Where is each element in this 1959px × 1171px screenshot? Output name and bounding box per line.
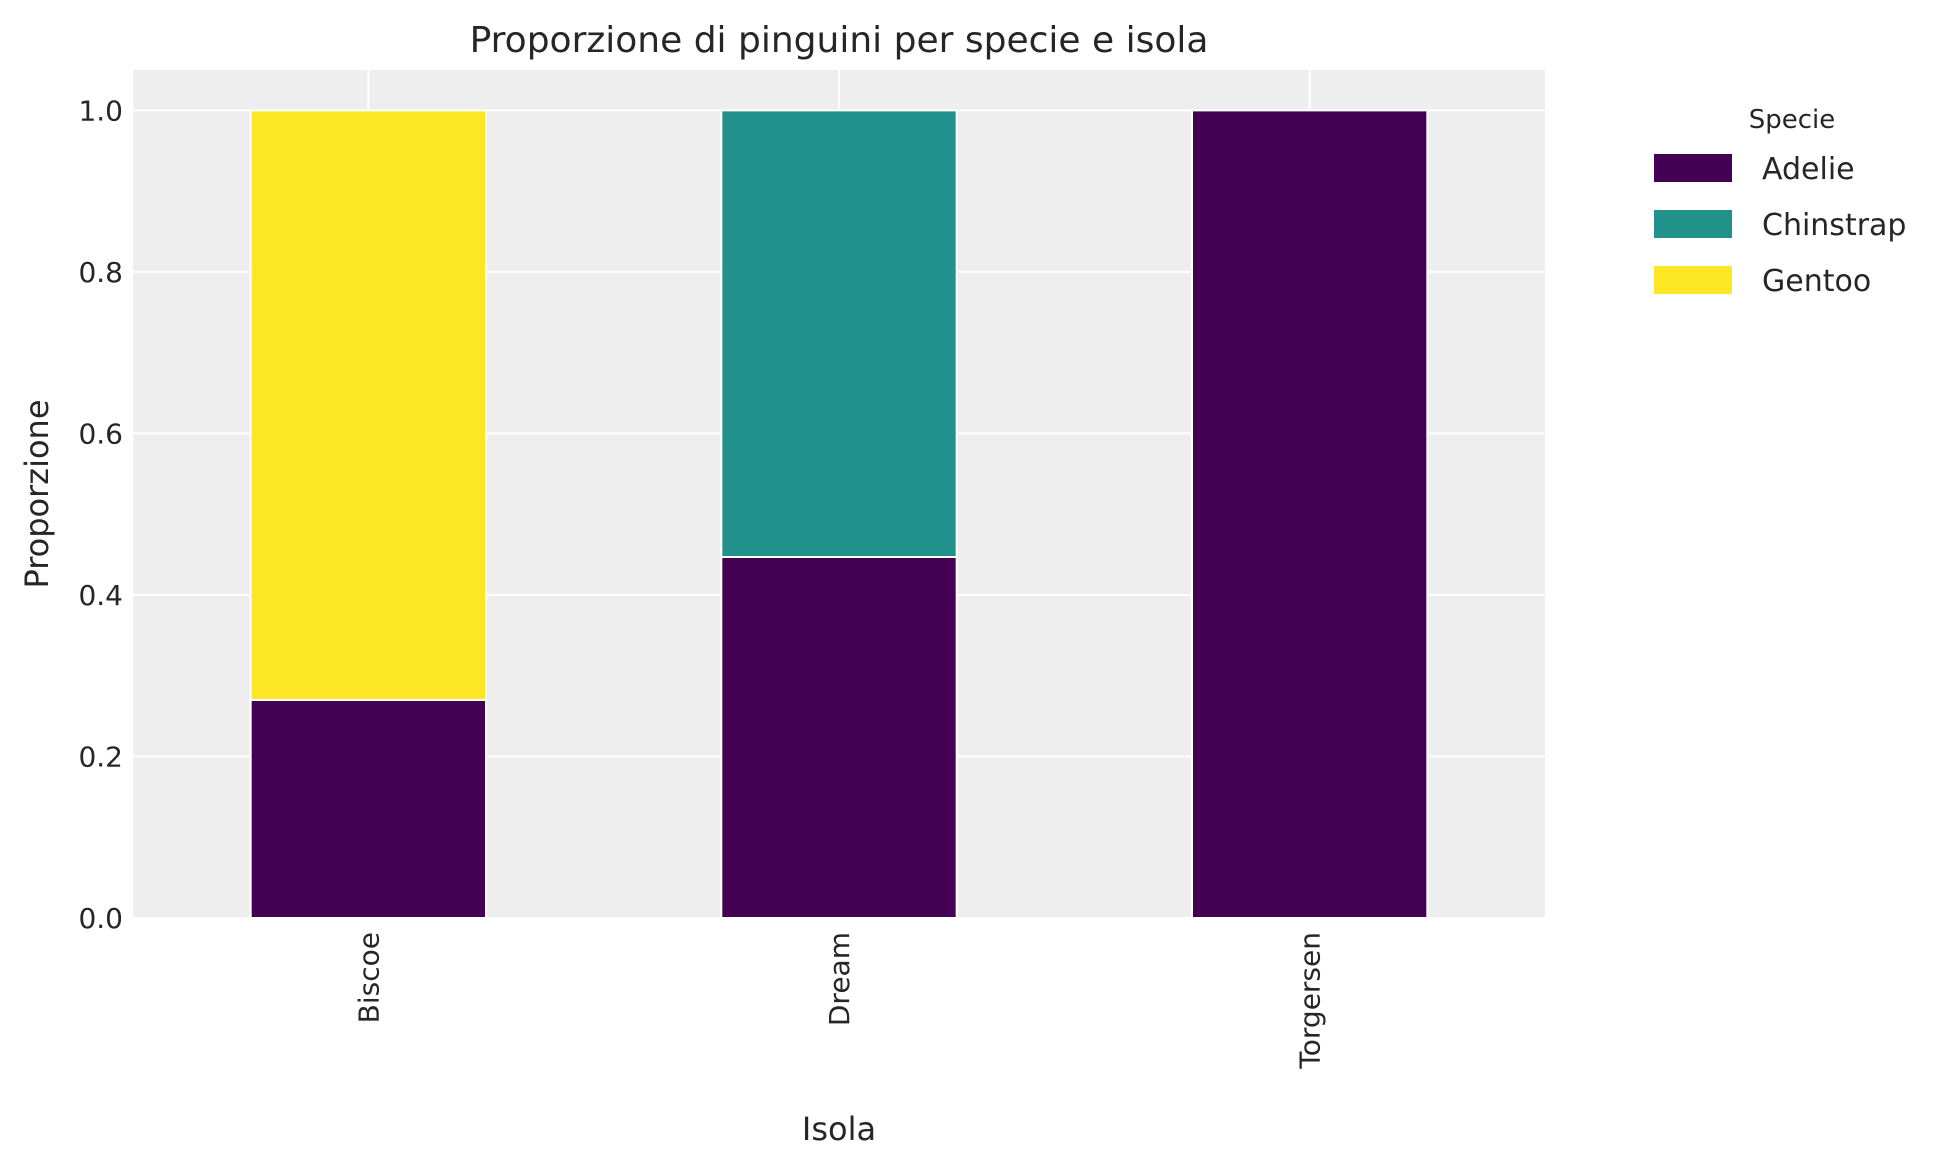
- bar-biscoe-adelie: [249, 698, 487, 920]
- y-tick-label: 0.4: [78, 579, 123, 612]
- y-axis-label: Proporzione: [18, 399, 56, 588]
- legend-label-adelie: Adelie: [1762, 152, 1855, 187]
- y-tick-label: 0.0: [78, 902, 123, 935]
- x-tick-label: Dream: [823, 932, 856, 1026]
- y-tick-labels: 0.0 0.2 0.4 0.6 0.8 1.0: [78, 94, 123, 935]
- x-tick-labels: Biscoe Dream Torgersen: [352, 932, 1326, 1070]
- legend-label-gentoo: Gentoo: [1762, 264, 1871, 299]
- bar-biscoe-gentoo: [249, 109, 487, 701]
- bar-torgersen-adelie: [1191, 109, 1429, 919]
- legend-swatch-gentoo: [1654, 266, 1732, 294]
- bar-dream-chinstrap: [720, 109, 958, 558]
- y-tick-label: 1.0: [78, 94, 123, 127]
- y-tick-label: 0.2: [78, 740, 123, 773]
- legend-items: Adelie Chinstrap Gentoo: [1654, 152, 1906, 299]
- legend-label-chinstrap: Chinstrap: [1762, 208, 1906, 243]
- x-axis-label: Isola: [802, 1110, 876, 1148]
- y-tick-label: 0.6: [78, 417, 123, 450]
- x-tick-label: Torgersen: [1294, 932, 1327, 1070]
- chart-title: Proporzione di pinguini per specie e iso…: [470, 20, 1209, 61]
- legend-title: Specie: [1749, 105, 1836, 135]
- bar-dream-adelie: [720, 555, 958, 919]
- legend-swatch-adelie: [1654, 154, 1732, 182]
- legend-swatch-chinstrap: [1654, 210, 1732, 238]
- legend: Specie Adelie Chinstrap Gentoo: [1654, 105, 1906, 299]
- x-tick-label: Biscoe: [352, 932, 385, 1023]
- y-tick-label: 0.8: [78, 256, 123, 289]
- bars: [249, 109, 1429, 920]
